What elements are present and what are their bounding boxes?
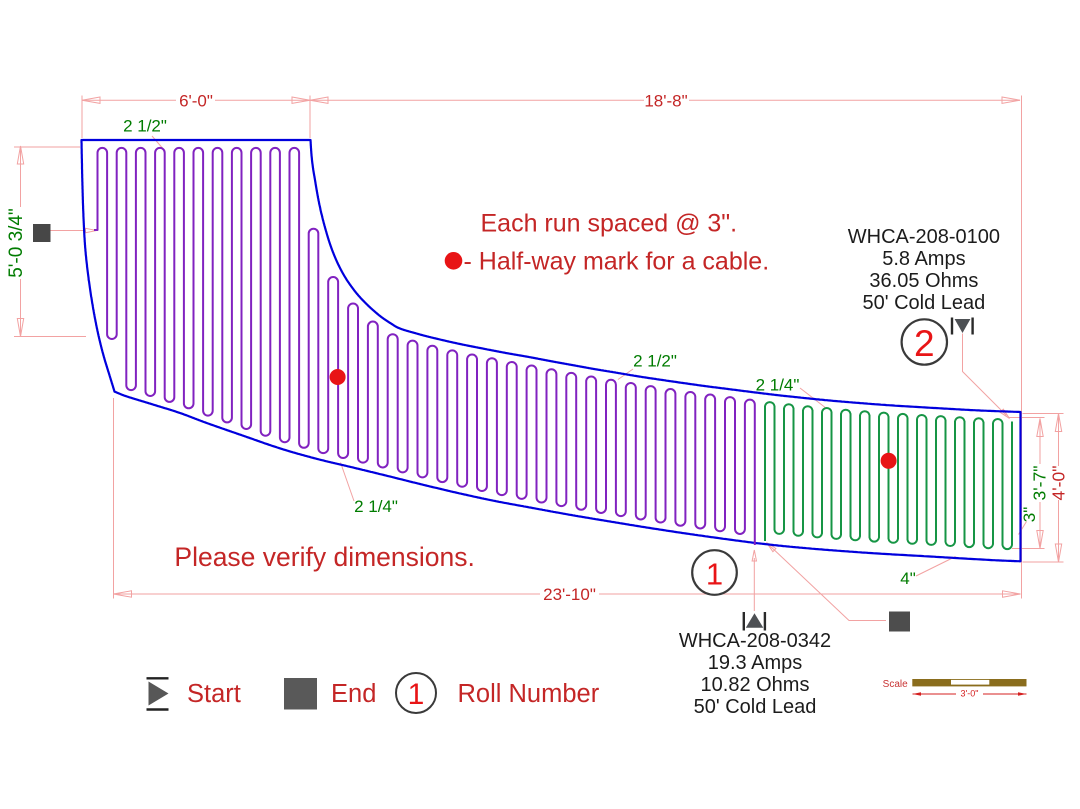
svg-text:2 1/4": 2 1/4" — [354, 497, 398, 516]
svg-text:50' Cold Lead: 50' Cold Lead — [694, 696, 817, 718]
svg-text:4": 4" — [900, 569, 916, 588]
svg-text:3'-0": 3'-0" — [961, 688, 979, 698]
svg-text:50' Cold Lead: 50' Cold Lead — [862, 292, 985, 314]
svg-text:36.05 Ohms: 36.05 Ohms — [869, 270, 978, 292]
svg-text:19.3 Amps: 19.3 Amps — [708, 652, 803, 674]
svg-text:1: 1 — [706, 557, 723, 592]
svg-text:- Half-way mark for a cable.: - Half-way mark for a cable. — [464, 247, 770, 275]
svg-text:End: End — [331, 680, 376, 708]
svg-text:23'-10": 23'-10" — [543, 585, 596, 604]
svg-text:3'-7": 3'-7" — [1030, 466, 1050, 501]
svg-text:6'-0": 6'-0" — [179, 92, 213, 111]
svg-text:WHCA-208-0342: WHCA-208-0342 — [679, 630, 831, 652]
svg-text:2 1/2": 2 1/2" — [633, 352, 677, 371]
svg-text:WHCA-208-0100: WHCA-208-0100 — [848, 226, 1000, 248]
svg-text:2 1/2": 2 1/2" — [123, 117, 167, 136]
svg-text:Scale: Scale — [883, 679, 908, 690]
svg-text:5'-0 3/4": 5'-0 3/4" — [6, 208, 27, 278]
svg-text:5.8 Amps: 5.8 Amps — [882, 248, 965, 270]
svg-text:Start: Start — [187, 680, 241, 708]
svg-text:10.82 Ohms: 10.82 Ohms — [701, 674, 810, 696]
svg-text:18'-8": 18'-8" — [644, 92, 687, 111]
svg-text:Please verify dimensions.: Please verify dimensions. — [174, 542, 474, 572]
svg-text:2 1/4": 2 1/4" — [756, 376, 800, 395]
svg-text:4'-0": 4'-0" — [1049, 466, 1069, 501]
svg-text:Each run spaced @ 3".: Each run spaced @ 3". — [481, 209, 738, 237]
svg-text:3": 3" — [1020, 507, 1039, 523]
svg-text:1: 1 — [408, 678, 425, 711]
svg-text:Roll Number: Roll Number — [458, 680, 600, 708]
svg-text:2: 2 — [914, 323, 935, 364]
